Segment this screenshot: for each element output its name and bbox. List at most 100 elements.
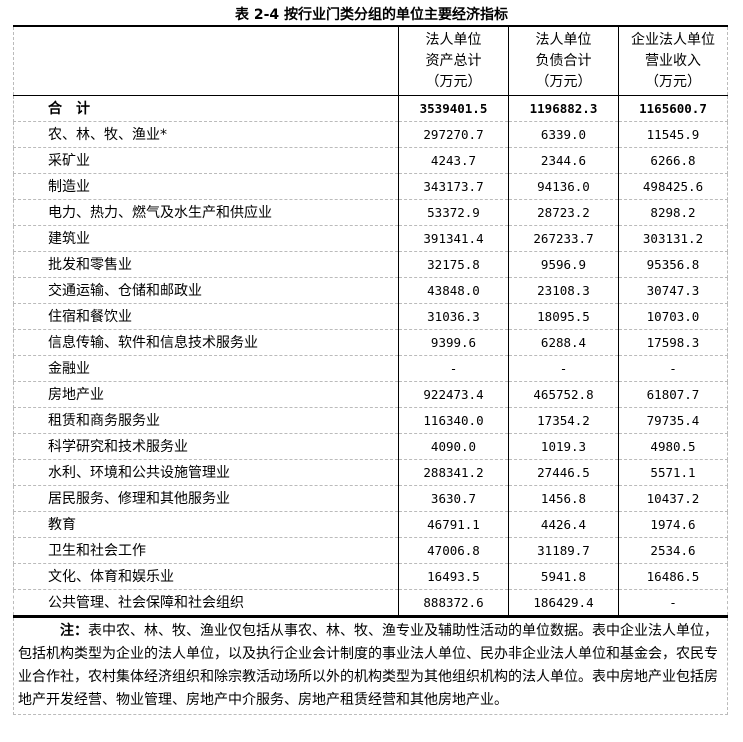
cell-value: 11545.9	[618, 121, 728, 148]
cell-value: 6266.8	[618, 147, 728, 174]
row-label: 建筑业	[13, 225, 399, 252]
cell-value: 922473.4	[398, 381, 509, 408]
cell-value: -	[398, 355, 509, 382]
row-label: 住宿和餐饮业	[13, 303, 399, 330]
cell-value: 2534.6	[618, 537, 728, 564]
row-label: 采矿业	[13, 147, 399, 174]
note-text: 表中农、林、牧、渔业仅包括从事农、林、牧、渔专业及辅助性活动的单位数据。表中企业…	[18, 623, 718, 708]
cell-value: 10703.0	[618, 303, 728, 330]
cell-value: 9596.9	[508, 251, 619, 278]
cell-value: 5571.1	[618, 459, 728, 486]
table-note: 注：表中农、林、牧、渔业仅包括从事农、林、牧、渔专业及辅助性活动的单位数据。表中…	[13, 618, 728, 715]
cell-value: 391341.4	[398, 225, 509, 252]
row-label: 批发和零售业	[13, 251, 399, 278]
note-prefix: 注：	[60, 623, 88, 639]
cell-value: 4426.4	[508, 511, 619, 538]
cell-value: 32175.8	[398, 251, 509, 278]
cell-value: 53372.9	[398, 199, 509, 226]
cell-value: 4980.5	[618, 433, 728, 460]
cell-value: 9399.6	[398, 329, 509, 356]
table-row: 科学研究和技术服务业 4090.0 1019.3 4980.5	[13, 433, 728, 460]
cell-value: 27446.5	[508, 459, 619, 486]
row-label: 水利、环境和公共设施管理业	[13, 459, 399, 486]
cell-value: 23108.3	[508, 277, 619, 304]
cell-value: 1974.6	[618, 511, 728, 538]
cell-value: 116340.0	[398, 407, 509, 434]
table-row: 制造业 343173.7 94136.0 498425.6	[13, 173, 728, 200]
row-label: 制造业	[13, 173, 399, 200]
cell-value: 31036.3	[398, 303, 509, 330]
cell-value: 888372.6	[398, 589, 509, 618]
cell-value: 303131.2	[618, 225, 728, 252]
cell-value: 17354.2	[508, 407, 619, 434]
cell-value: 46791.1	[398, 511, 509, 538]
table-row: 租赁和商务服务业 116340.0 17354.2 79735.4	[13, 407, 728, 434]
row-label: 居民服务、修理和其他服务业	[13, 485, 399, 512]
row-label: 文化、体育和娱乐业	[13, 563, 399, 590]
cell-value: 16486.5	[618, 563, 728, 590]
row-label: 农、林、牧、渔业*	[13, 121, 399, 148]
economic-indicators-table: 法人单位 资产总计 （万元） 法人单位 负债合计 （万元） 企业法人单位 营业收入 （万元）…	[13, 25, 728, 618]
table-row: 信息传输、软件和信息技术服务业 9399.6 6288.4 17598.3	[13, 329, 728, 356]
cell-value: 4090.0	[398, 433, 509, 460]
cell-value: 1456.8	[508, 485, 619, 512]
header-row: 法人单位 资产总计 （万元） 法人单位 负债合计 （万元） 企业法人单位 营业收入 （万元）	[13, 25, 728, 96]
header-total-assets: 法人单位 资产总计 （万元）	[398, 25, 509, 96]
table-row: 批发和零售业 32175.8 9596.9 95356.8	[13, 251, 728, 278]
row-label: 信息传输、软件和信息技术服务业	[13, 329, 399, 356]
row-label: 电力、热力、燃气及水生产和供应业	[13, 199, 399, 226]
table-container: 法人单位 资产总计 （万元） 法人单位 负债合计 （万元） 企业法人单位 营业收入 （万元）…	[13, 25, 728, 715]
cell-value: 8298.2	[618, 199, 728, 226]
table-row: 公共管理、社会保障和社会组织 888372.6 186429.4-	[13, 589, 728, 618]
table-row: 采矿业 4243.7 2344.6 6266.8	[13, 147, 728, 174]
table-row: 电力、热力、燃气及水生产和供应业 53372.9 28723.2 8298.2	[13, 199, 728, 226]
cell-value: 267233.7	[508, 225, 619, 252]
cell-value: 79735.4	[618, 407, 728, 434]
table-title: 表 2-4 按行业门类分组的单位主要经济指标	[234, 7, 509, 23]
row-label: 金融业	[13, 355, 399, 382]
cell-value: 5941.8	[508, 563, 619, 590]
cell-value: 16493.5	[398, 563, 509, 590]
table-row: 文化、体育和娱乐业 16493.5 5941.8 16486.5	[13, 563, 728, 590]
total-row: 合计 3539401.5 1196882.3 1165600.7	[13, 95, 728, 122]
cell-value: 465752.8	[508, 381, 619, 408]
table-row: 水利、环境和公共设施管理业 288341.2 27446.5 5571.1	[13, 459, 728, 486]
row-label: 科学研究和技术服务业	[13, 433, 399, 460]
row-label: 房地产业	[13, 381, 399, 408]
row-label: 合计	[13, 95, 399, 122]
cell-value: 1019.3	[508, 433, 619, 460]
row-label: 交通运输、仓储和邮政业	[13, 277, 399, 304]
cell-value: 3539401.5	[398, 95, 509, 122]
cell-value: 1165600.7	[618, 95, 728, 122]
cell-value: 1196882.3	[508, 95, 619, 122]
table-row: 居民服务、修理和其他服务业 3630.7 1456.8 10437.2	[13, 485, 728, 512]
cell-value: 3630.7	[398, 485, 509, 512]
table-row: 交通运输、仓储和邮政业 43848.0 23108.3 30747.3	[13, 277, 728, 304]
cell-value: 2344.6	[508, 147, 619, 174]
cell-value: 10437.2	[618, 485, 728, 512]
row-label: 公共管理、社会保障和社会组织	[13, 589, 399, 618]
cell-value: 498425.6	[618, 173, 728, 200]
table-row: 教育 46791.1 4426.4 1974.6	[13, 511, 728, 538]
cell-value: 17598.3	[618, 329, 728, 356]
cell-value: 61807.7	[618, 381, 728, 408]
table-row: 住宿和餐饮业 31036.3 18095.5 10703.0	[13, 303, 728, 330]
cell-value: -	[618, 355, 728, 382]
table-row: 建筑业 391341.4 267233.7 303131.2	[13, 225, 728, 252]
table-row: 金融业 - - -	[13, 355, 728, 382]
row-label: 租赁和商务服务业	[13, 407, 399, 434]
cell-value: 30747.3	[618, 277, 728, 304]
header-total-liabilities: 法人单位 负债合计 （万元）	[508, 25, 619, 96]
row-label: 卫生和社会工作	[13, 537, 399, 564]
cell-value: 297270.7	[398, 121, 509, 148]
table-row: 房地产业 922473.4 465752.8 61807.7	[13, 381, 728, 408]
cell-value: 28723.2	[508, 199, 619, 226]
cell-value: 343173.7	[398, 173, 509, 200]
cell-value: 95356.8	[618, 251, 728, 278]
cell-value: 4243.7	[398, 147, 509, 174]
table-row: 农、林、牧、渔业* 297270.7 6339.0 11545.9	[13, 121, 728, 148]
cell-value: -	[508, 355, 619, 382]
cell-value: 288341.2	[398, 459, 509, 486]
row-label: 教育	[13, 511, 399, 538]
header-operating-revenue: 企业法人单位 营业收入 （万元）	[618, 25, 728, 96]
